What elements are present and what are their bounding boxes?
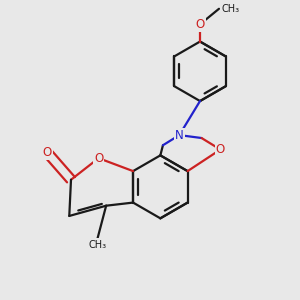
Text: N: N xyxy=(175,129,184,142)
Text: O: O xyxy=(42,146,52,159)
Text: O: O xyxy=(195,18,205,31)
Text: CH₃: CH₃ xyxy=(88,239,106,250)
Text: O: O xyxy=(94,152,103,165)
Text: CH₃: CH₃ xyxy=(221,4,239,14)
Text: O: O xyxy=(216,143,225,156)
